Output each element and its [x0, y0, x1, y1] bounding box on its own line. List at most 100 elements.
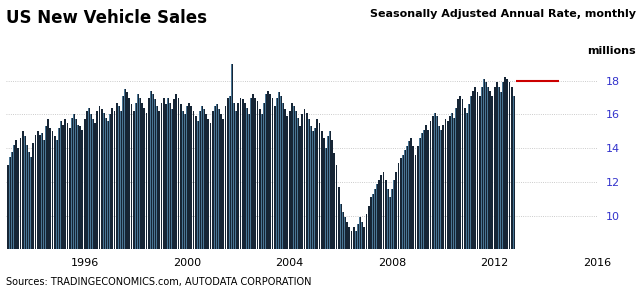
Bar [434, 113, 436, 249]
Bar [39, 135, 40, 249]
Bar [412, 146, 414, 249]
Bar [195, 116, 196, 249]
Bar [184, 115, 186, 249]
Bar [26, 145, 28, 249]
Bar [88, 108, 90, 249]
Bar [19, 138, 21, 249]
Bar [352, 227, 354, 249]
Bar [455, 108, 457, 249]
Bar [263, 103, 265, 249]
Bar [254, 97, 256, 249]
Bar [150, 91, 152, 249]
Bar [487, 87, 489, 249]
Bar [261, 115, 263, 249]
Text: millions: millions [587, 46, 636, 56]
Bar [370, 197, 372, 249]
Text: US New Vehicle Sales: US New Vehicle Sales [6, 9, 207, 27]
Bar [466, 113, 468, 249]
Bar [24, 136, 26, 249]
Bar [325, 148, 327, 249]
Bar [130, 104, 132, 249]
Bar [222, 119, 224, 249]
Bar [90, 115, 92, 249]
Bar [368, 206, 370, 249]
Bar [167, 97, 169, 249]
Bar [37, 131, 39, 249]
Bar [436, 116, 438, 249]
Bar [357, 224, 359, 249]
Bar [312, 131, 314, 249]
Bar [278, 93, 280, 249]
Bar [415, 155, 417, 249]
Bar [162, 97, 164, 249]
Bar [349, 227, 351, 249]
Bar [351, 231, 352, 249]
Bar [193, 111, 195, 249]
Bar [92, 119, 94, 249]
Bar [502, 82, 504, 249]
Bar [464, 108, 465, 249]
Bar [105, 118, 107, 249]
Bar [67, 123, 69, 249]
Bar [494, 87, 496, 249]
Bar [474, 87, 476, 249]
Bar [387, 189, 389, 249]
Bar [235, 111, 237, 249]
Bar [191, 106, 193, 249]
Bar [299, 126, 301, 249]
Bar [273, 106, 275, 249]
Bar [389, 197, 391, 249]
Bar [60, 121, 62, 249]
Bar [327, 136, 329, 249]
Bar [56, 140, 58, 249]
Bar [442, 124, 444, 249]
Bar [124, 89, 126, 249]
Bar [238, 103, 239, 249]
Bar [207, 119, 209, 249]
Bar [397, 163, 399, 249]
Bar [182, 111, 184, 249]
Bar [376, 184, 378, 249]
Bar [137, 94, 139, 249]
Bar [133, 111, 135, 249]
Bar [470, 96, 472, 249]
Bar [381, 175, 383, 249]
Bar [244, 103, 246, 249]
Bar [259, 109, 261, 249]
Bar [229, 96, 230, 249]
Bar [476, 93, 478, 249]
Bar [173, 99, 175, 249]
Bar [304, 109, 306, 249]
Bar [410, 138, 412, 249]
Bar [22, 131, 24, 249]
Bar [363, 227, 365, 249]
Bar [75, 119, 77, 249]
Bar [188, 103, 190, 249]
Bar [404, 150, 406, 249]
Bar [204, 109, 205, 249]
Bar [453, 118, 455, 249]
Bar [429, 121, 431, 249]
Bar [86, 111, 88, 249]
Bar [291, 103, 293, 249]
Bar [444, 119, 446, 249]
Bar [395, 172, 397, 249]
Bar [513, 96, 515, 249]
Bar [252, 94, 254, 249]
Bar [143, 108, 145, 249]
Bar [148, 97, 150, 249]
Text: Sources: TRADINGECONOMICS.com, AUTODATA CORPORATION: Sources: TRADINGECONOMICS.com, AUTODATA … [6, 277, 312, 287]
Bar [62, 124, 64, 249]
Bar [440, 130, 442, 249]
Text: Seasonally Adjusted Annual Rate, monthly: Seasonally Adjusted Annual Rate, monthly [370, 9, 636, 19]
Bar [394, 180, 395, 249]
Bar [112, 108, 113, 249]
Bar [96, 111, 98, 249]
Bar [241, 99, 243, 249]
Bar [82, 130, 83, 249]
Bar [99, 106, 100, 249]
Bar [421, 133, 423, 249]
Bar [154, 99, 156, 249]
Bar [361, 222, 363, 249]
Bar [447, 121, 449, 249]
